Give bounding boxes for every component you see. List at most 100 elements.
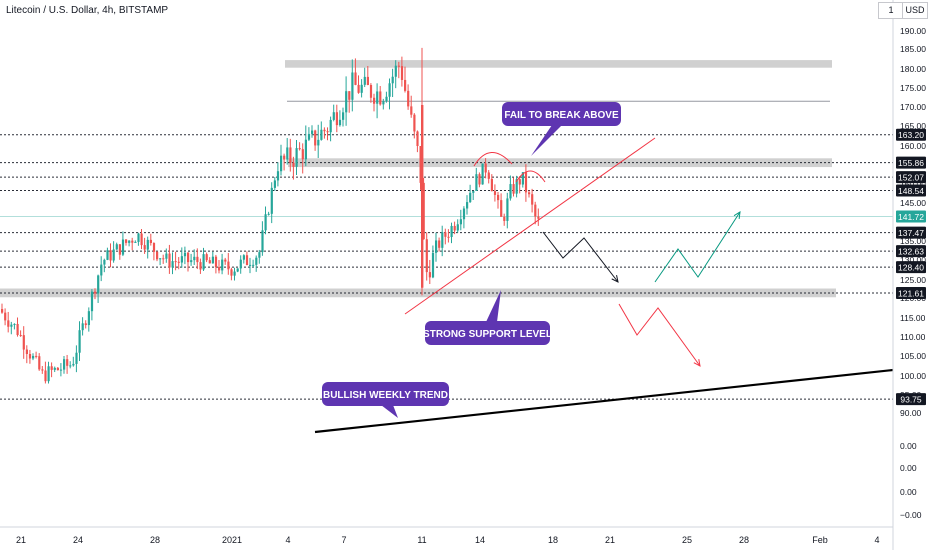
sr-zone — [285, 60, 832, 68]
candle-body — [66, 359, 69, 366]
candle-body — [187, 252, 190, 263]
candle-body — [351, 72, 354, 100]
candle-body — [94, 291, 97, 294]
candle-body — [447, 236, 450, 238]
candle-body — [323, 129, 326, 132]
candle-body — [242, 255, 245, 260]
price-tick-label: 90.00 — [900, 408, 922, 418]
candle-body — [261, 230, 264, 253]
candle-body — [397, 65, 400, 67]
candle-body — [289, 147, 292, 163]
callout-box — [425, 321, 550, 345]
price-label-text: 121.61 — [898, 289, 924, 299]
price-label-tag — [896, 261, 926, 274]
price-tick-label: 145.00 — [900, 198, 926, 208]
rising-support-trendline — [404, 137, 656, 315]
forecast-path-bullish — [654, 211, 741, 283]
candle-body — [304, 139, 307, 160]
candle-body — [515, 179, 518, 194]
candle-body — [475, 174, 478, 191]
price-tick-label: 130.00 — [900, 255, 926, 265]
price-tick-label: 185.00 — [900, 44, 926, 54]
price-tick-label: 100.00 — [900, 371, 926, 381]
time-tick-label: 28 — [739, 535, 749, 545]
candle-body — [484, 163, 487, 173]
candle-body — [391, 76, 394, 84]
price-tick-label: 190.00 — [900, 26, 926, 36]
candle-body — [53, 367, 56, 370]
candle-body — [410, 106, 413, 115]
candle-body — [202, 254, 205, 270]
candle-body — [75, 352, 78, 364]
candle-body — [363, 76, 366, 85]
price-label-tag — [896, 210, 926, 223]
candle-body — [221, 259, 224, 271]
candle-body — [493, 191, 497, 195]
price-label-tag — [896, 184, 926, 197]
time-tick-label: 21 — [16, 535, 26, 545]
candle-body — [224, 259, 227, 262]
candle-body — [450, 225, 453, 238]
candle-body — [509, 184, 512, 199]
candle-body — [490, 178, 493, 192]
candle-body — [311, 130, 314, 134]
candle-body — [487, 172, 490, 179]
price-label-text: 93.75 — [900, 395, 922, 405]
price-tick-label: 150.00 — [900, 179, 926, 189]
candle-body — [230, 269, 233, 276]
top-arc — [515, 170, 546, 183]
candle-body — [444, 232, 447, 237]
candle-body — [435, 240, 438, 253]
candle-body — [506, 198, 509, 221]
candle-body — [1, 309, 4, 313]
candle-body — [286, 147, 289, 160]
candle-body — [196, 256, 199, 263]
candle-body — [481, 163, 484, 185]
candle-body — [121, 239, 125, 255]
candle-body — [10, 324, 13, 327]
candle-body — [534, 204, 537, 217]
candle-body — [190, 260, 193, 263]
candle-body — [292, 162, 295, 167]
scale-menu-button[interactable]: 1 — [878, 2, 904, 19]
callout-label: BULLISH WEEKLY TREND — [323, 390, 448, 401]
candle-body — [125, 239, 128, 243]
price-tick-label: 135.00 — [900, 236, 926, 246]
candle-body — [267, 213, 270, 215]
candle-body — [422, 182, 425, 240]
candle-body — [103, 259, 106, 265]
candle-body — [211, 256, 214, 264]
price-label-text: 155.86 — [898, 158, 924, 168]
candle-body — [134, 241, 137, 243]
candle-body — [456, 224, 459, 231]
candle-body — [100, 264, 103, 276]
candle-body — [366, 76, 369, 86]
candle-body — [59, 369, 63, 371]
price-tick-label: 175.00 — [900, 83, 926, 93]
price-tick-label: 115.00 — [900, 313, 926, 323]
time-tick-label: 24 — [73, 535, 83, 545]
time-tick-label: 14 — [475, 535, 485, 545]
price-label-text: 163.20 — [898, 130, 924, 140]
time-tick-label: 7 — [341, 535, 346, 545]
price-label-tag — [896, 287, 926, 300]
candle-body — [524, 172, 528, 193]
candle-body — [280, 155, 283, 172]
candle-body — [41, 369, 44, 371]
candle-body — [218, 267, 221, 271]
time-tick-label: 28 — [150, 535, 160, 545]
candle-body — [407, 90, 410, 107]
candle-body — [239, 259, 242, 269]
candle-body — [335, 112, 338, 126]
candle-body — [264, 214, 267, 231]
currency-button[interactable]: USD — [902, 2, 928, 19]
candle-body — [109, 250, 112, 261]
candle-body — [146, 239, 149, 250]
forecast-path-bearish-arrowhead — [693, 359, 701, 367]
candle-body — [255, 257, 258, 265]
candle-body — [431, 252, 435, 278]
candle-body — [537, 216, 540, 219]
candle-body — [199, 262, 202, 270]
